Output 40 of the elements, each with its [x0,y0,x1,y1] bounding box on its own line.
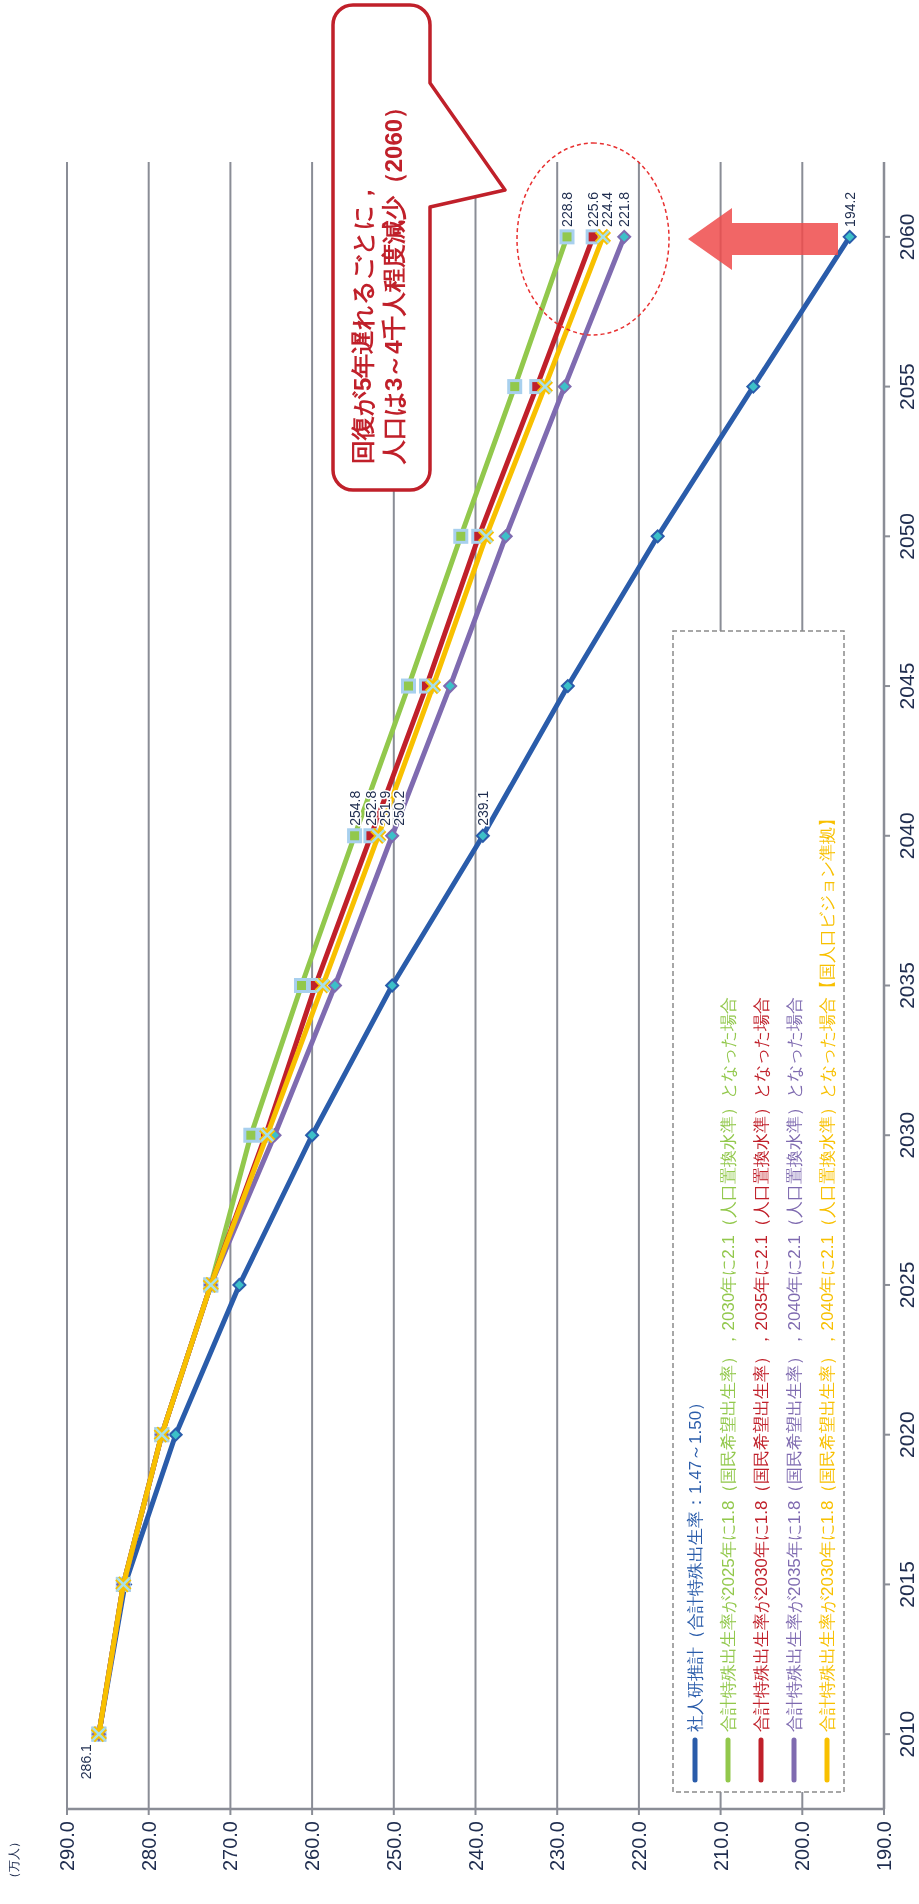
y-tick-label: 2045 [895,662,918,710]
annotation: 回復が5年遅れるごとに，人口は3～4千人程度減少（2060） [349,94,407,465]
text: 合計特殊出生率が2025年に1.8（国民希望出生率），2030年に2.1（人口置換水準）となった場合 [719,997,738,1732]
y-tick-label: 2010 [895,1710,918,1758]
y-tick-label: 2035 [895,962,918,1009]
y-tick-label: 2060 [895,213,918,261]
x-tick-label: 200.0 [791,1821,814,1872]
y-tick-label: 2050 [895,512,918,560]
x-tick-label: 280.0 [137,1821,160,1872]
data-label: 286.1 [77,1743,94,1780]
x-tick-label: 250.0 [382,1821,405,1872]
data-label: 224.4 [599,191,616,227]
text: 合計特殊出生率が2030年に1.8（国民希望出生率），2035年に2.1（人口置換水準）となった場合 [752,997,771,1732]
data-label: 254.8 [346,790,363,826]
x-tick-label: 190.0 [873,1821,895,1872]
text: 合計特殊出生率が2030年に1.8（国民希望出生率），2040年に2.1（人口置換水準）となった場合【国人口ビジョン準拠】 [818,810,837,1732]
data-label: 252.8 [362,790,379,826]
x-tick-label: 290.0 [56,1821,78,1872]
data-label: 251.9 [376,790,393,826]
y-tick-label: 2015 [895,1561,918,1608]
data-label: 228.8 [559,191,575,227]
y-tick-label: 2025 [895,1261,918,1309]
data-label: 239.1 [474,790,491,826]
x-tick-label: 220.0 [627,1821,650,1872]
text: 社人研推計（合計特殊出生率：1.47～1.50） [686,1393,705,1732]
y-tick-label: 2030 [895,1111,918,1159]
x-tick-label: 270.0 [219,1821,242,1872]
data-label: 250.2 [390,790,407,826]
x-tick-label: 260.0 [301,1821,324,1872]
x-tick-label: 230.0 [546,1821,569,1872]
y-tick-label: 2020 [895,1411,918,1459]
text: 合計特殊出生率が2035年に1.8（国民希望出生率），2040年に2.1（人口置換水準）となった場合 [785,997,804,1732]
data-label: 225.6 [585,191,602,227]
data-label: 221.8 [616,191,633,227]
x-tick-label: 210.0 [709,1821,732,1872]
x-tick-label: 240.0 [464,1821,487,1872]
y-tick-label: 2055 [895,363,918,410]
text: （万人） [7,1836,21,1884]
data-label: 194.2 [841,191,858,227]
y-tick-label: 2040 [895,812,918,860]
